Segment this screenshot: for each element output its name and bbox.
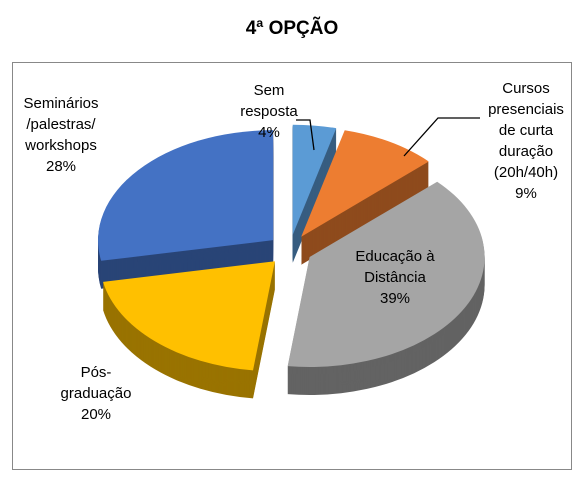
slice-label: Educação à Distância 39% [338,246,452,309]
category-label: Seminários /palestras/ workshops [23,95,99,154]
slice [287,181,485,367]
value-label: 28% [45,158,77,175]
category-label: Sem resposta [240,82,298,120]
slice-label: Sem resposta 4% [232,80,306,143]
slice-label: Seminários /palestras/ workshops 28% [14,93,108,177]
category-label: Educação à Distância [355,248,435,286]
chart-title: 4ª OPÇÃO [245,18,339,39]
category-label: Pós-graduação [60,364,132,402]
slice [301,130,429,237]
slice [98,130,274,261]
leader-line [296,119,315,151]
slice-label: Pós-graduação 20% [58,362,134,425]
pie [98,124,485,399]
slice-label: Cursos presenciais de curta duração (20h… [480,78,572,204]
value-label: 39% [379,290,411,307]
leader-line [403,117,480,157]
value-label: 4% [258,124,280,141]
slice [292,124,337,235]
value-label: 9% [515,185,537,202]
category-label: Cursos presenciais de curta duração (20h… [488,80,564,181]
value-label: 20% [80,406,112,423]
slice [103,261,275,371]
